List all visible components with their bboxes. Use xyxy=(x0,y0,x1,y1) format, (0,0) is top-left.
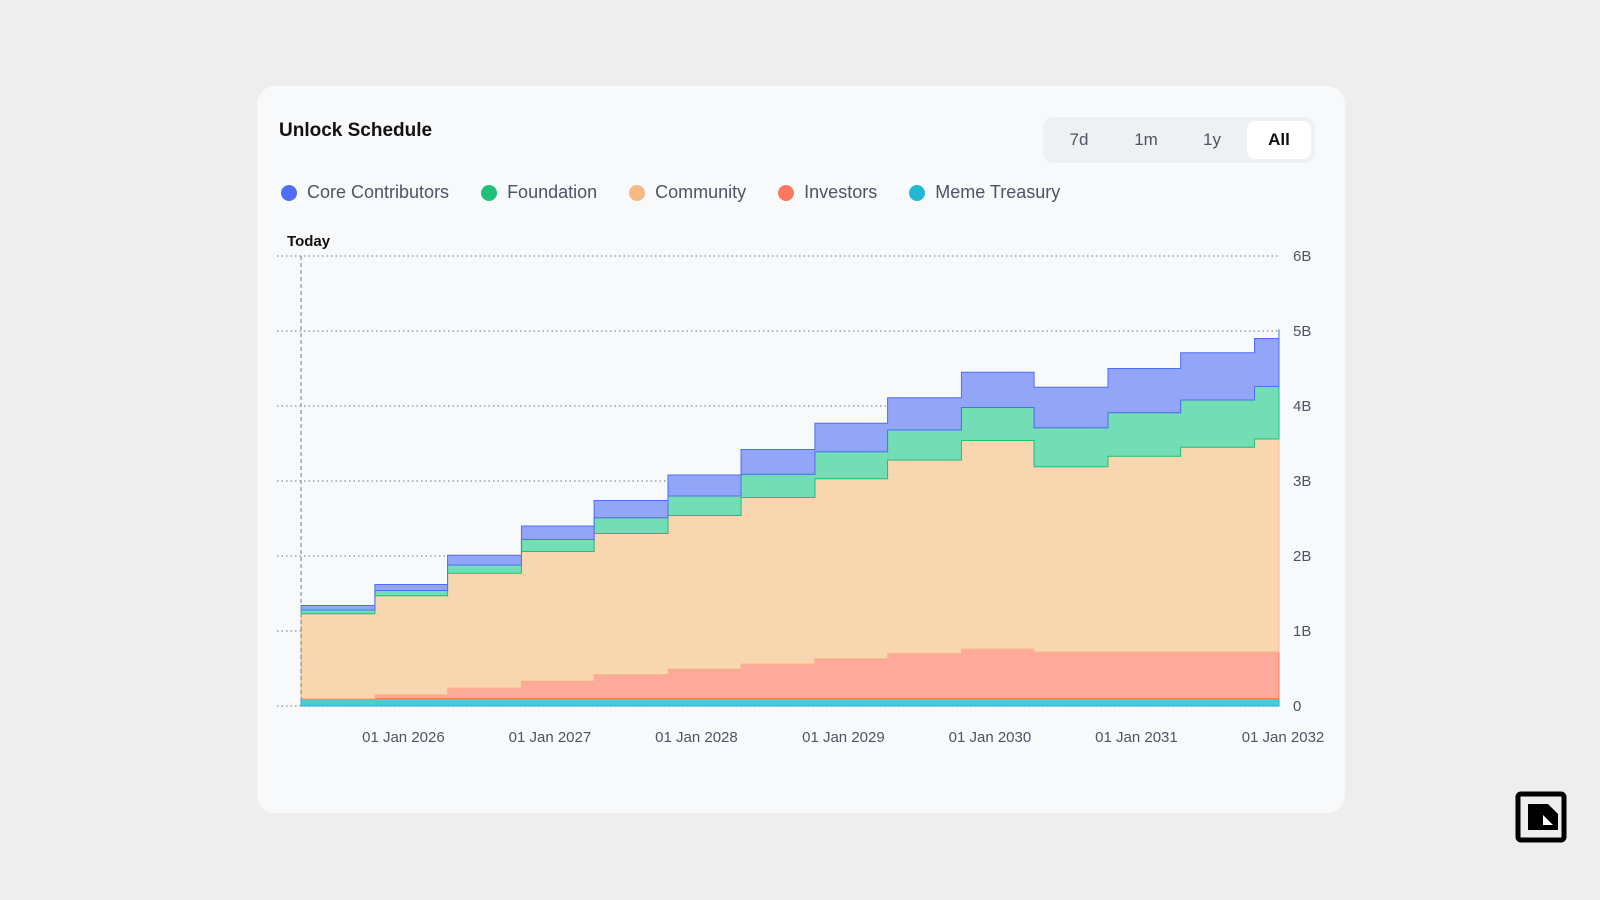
legend-label: Core Contributors xyxy=(307,182,450,202)
legend-label: Investors xyxy=(804,182,878,202)
unlock-schedule-chart: 0 1B 2B 3B 4B 5B 6B 01 Jan 2026 01 Jan 2027 01 Ja… xyxy=(277,233,1325,746)
legend-dot xyxy=(281,184,297,201)
range-button-1y[interactable]: 1y xyxy=(1180,121,1244,159)
y-tick-label: 3B xyxy=(1293,473,1311,490)
area-meme-treasury xyxy=(300,698,1280,707)
y-tick-label: 4B xyxy=(1293,398,1311,415)
x-tick-label: 01 Jan 2032 xyxy=(1242,729,1325,746)
range-button-1m[interactable]: 1m xyxy=(1114,121,1178,159)
legend-item-meme-treasury[interactable]: Meme Treasury xyxy=(909,182,1060,203)
legend-dot xyxy=(481,184,498,201)
x-tick-label: 01 Jan 2029 xyxy=(802,729,885,746)
legend-dot xyxy=(778,184,795,201)
legend-dot xyxy=(629,184,646,201)
range-button-all[interactable]: All xyxy=(1247,121,1311,159)
range-button-7d[interactable]: 7d xyxy=(1047,121,1111,159)
card-title: Unlock Schedule xyxy=(279,120,433,141)
y-tick-label: 5B xyxy=(1293,323,1311,340)
today-label: Today xyxy=(287,233,331,250)
brand-logo-icon xyxy=(1515,791,1567,843)
x-tick-label: 01 Jan 2027 xyxy=(509,729,592,746)
time-range-selector: 7d 1m 1y All xyxy=(1043,117,1315,163)
x-tick-label: 01 Jan 2030 xyxy=(949,729,1032,746)
y-tick-label: 2B xyxy=(1293,548,1311,565)
legend-item-foundation[interactable]: Foundation xyxy=(481,182,597,203)
legend-label: Meme Treasury xyxy=(935,182,1061,202)
area-core-contributors xyxy=(300,329,1280,611)
y-tick-label: 1B xyxy=(1293,623,1311,640)
y-tick-label: 0 xyxy=(1293,698,1301,715)
legend-label: Foundation xyxy=(507,182,598,202)
legend-label: Community xyxy=(655,182,747,202)
x-tick-label: 01 Jan 2028 xyxy=(655,729,738,746)
unlock-schedule-card: Unlock Schedule 7d 1m 1y All Core Contri… xyxy=(257,86,1345,813)
legend-item-investors[interactable]: Investors xyxy=(778,182,877,203)
legend-dot xyxy=(909,184,926,201)
x-tick-label: 01 Jan 2031 xyxy=(1095,729,1178,746)
legend-item-community[interactable]: Community xyxy=(629,182,746,203)
legend-item-core-contributors[interactable]: Core Contributors xyxy=(281,182,449,203)
chart-legend: Core Contributors Foundation Community I… xyxy=(281,182,1060,203)
x-tick-label: 01 Jan 2026 xyxy=(362,729,445,746)
y-tick-label: 6B xyxy=(1293,248,1311,265)
